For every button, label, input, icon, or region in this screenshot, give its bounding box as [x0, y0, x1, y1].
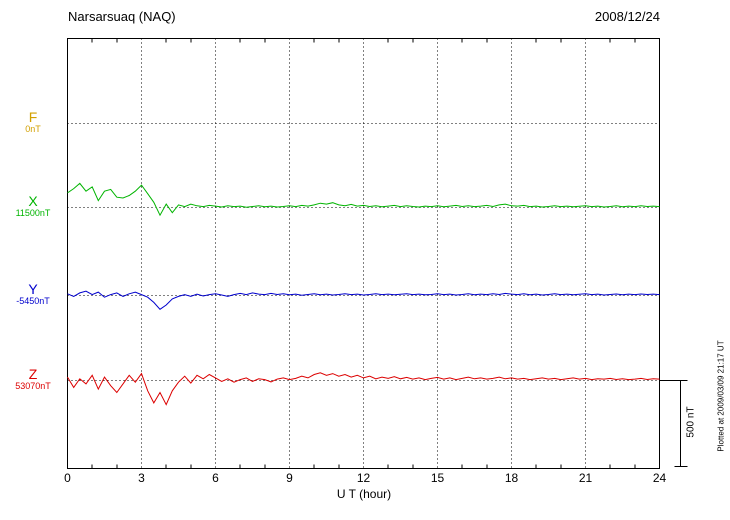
series-label-Y: Y -5450nT	[4, 282, 62, 307]
series-baseline-value-Z: 53070nT	[15, 380, 51, 391]
x-tick-15: 15	[430, 471, 445, 485]
trace-Y	[67, 290, 660, 310]
x-axis-label: U T (hour)	[336, 487, 392, 501]
series-letter-Y: Y	[28, 280, 38, 297]
x-tick-12: 12	[356, 471, 371, 485]
station-title: Narsarsuaq (NAQ)	[68, 9, 176, 24]
x-tick-21: 21	[578, 471, 593, 485]
series-letter-Z: Z	[28, 365, 38, 382]
series-baseline-value-Y: -5450nT	[16, 295, 50, 306]
series-label-F: F 0nT	[4, 110, 62, 135]
series-label-X: X 11500nT	[4, 194, 62, 219]
x-tick-3: 3	[138, 471, 145, 485]
series-baseline-value-F: 0nT	[25, 123, 41, 134]
trace-Z	[67, 372, 660, 406]
scale-bar-label: 500 nT	[685, 406, 697, 438]
series-letter-X: X	[28, 192, 38, 209]
plotted-at-note: Plotted at 2009/03/09 21:17 UT	[716, 340, 726, 452]
x-tick-18: 18	[504, 471, 519, 485]
series-label-Z: Z 53070nT	[4, 367, 62, 392]
series-baseline-value-X: 11500nT	[15, 207, 51, 218]
x-tick-0: 0	[64, 471, 71, 485]
plot-date: 2008/12/24	[594, 9, 660, 24]
series-letter-F: F	[28, 108, 38, 125]
x-tick-24: 24	[652, 471, 667, 485]
trace-X	[67, 182, 660, 217]
x-tick-9: 9	[286, 471, 293, 485]
x-tick-6: 6	[212, 471, 219, 485]
